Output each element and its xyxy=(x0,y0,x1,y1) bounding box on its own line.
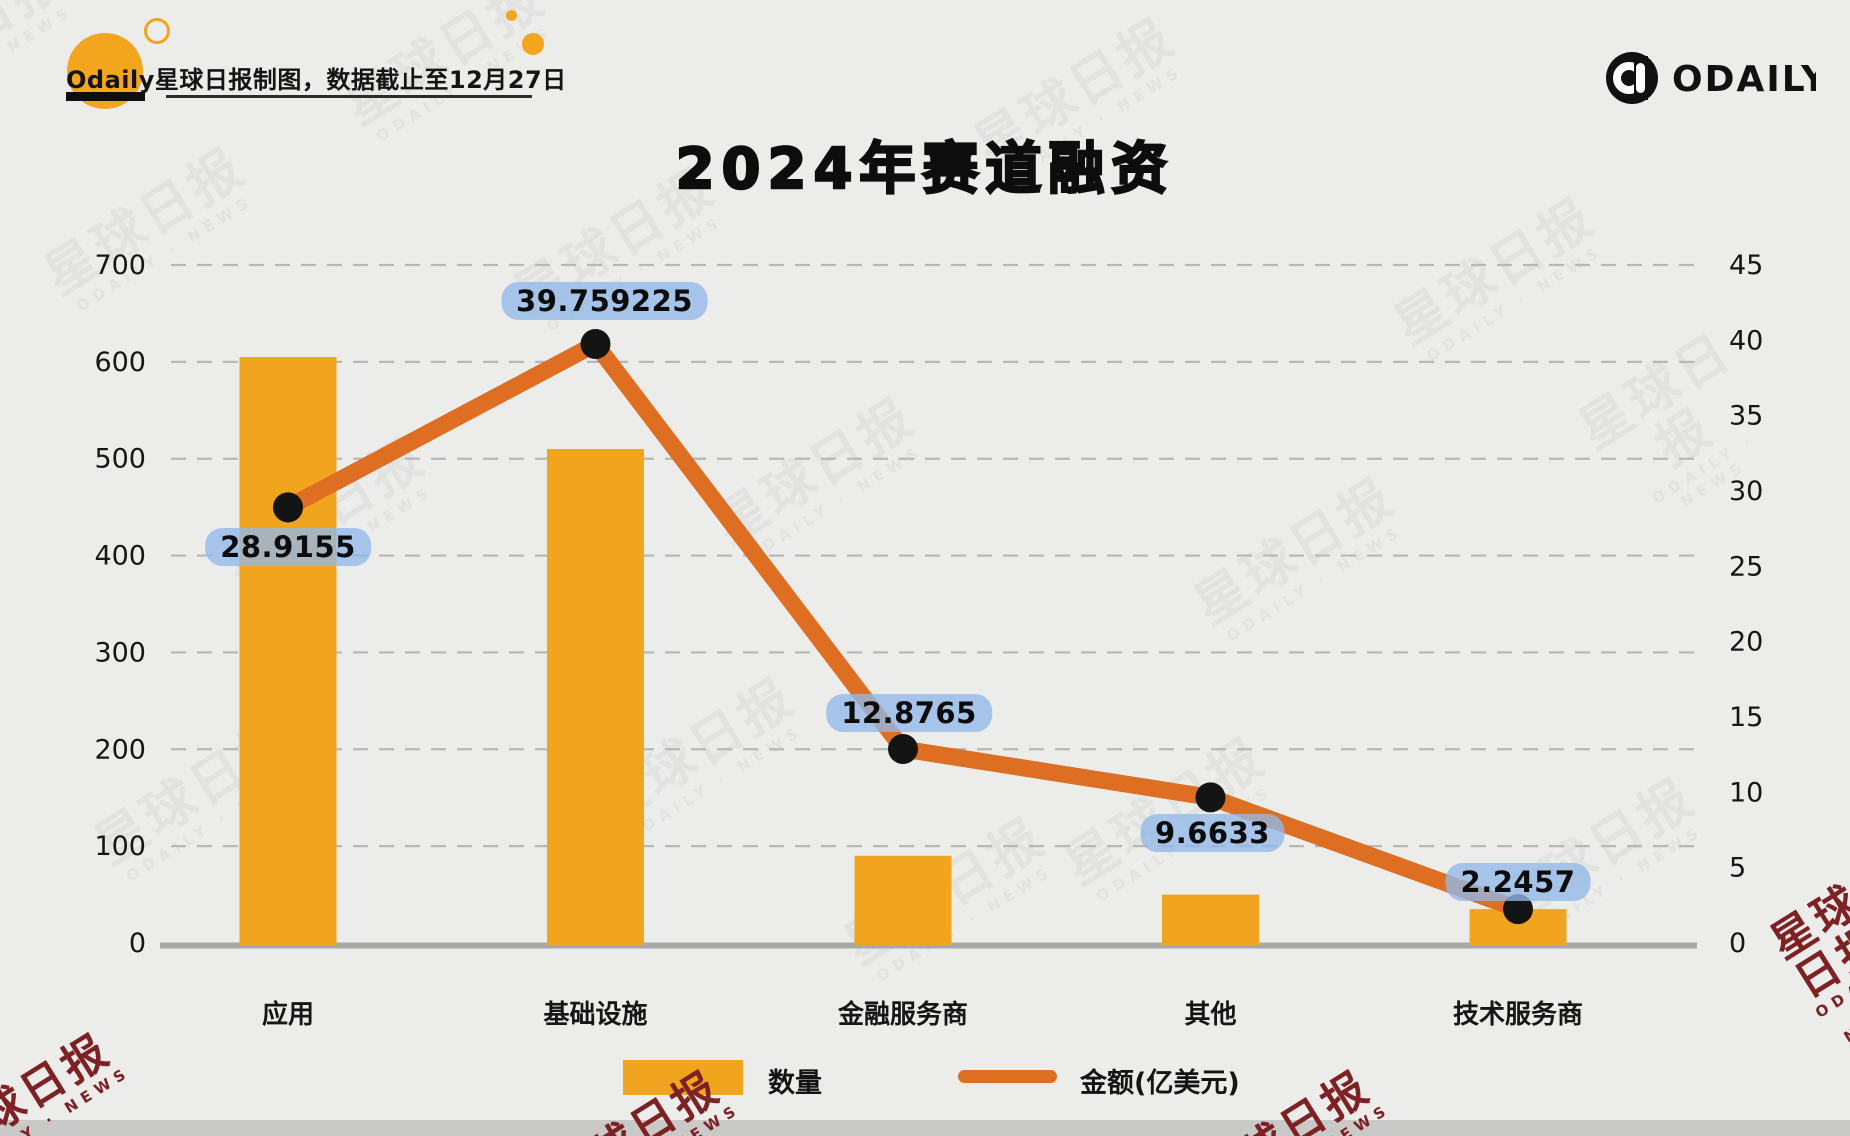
x-axis-label: 应用 xyxy=(262,999,314,1030)
right-axis-tick: 40 xyxy=(1729,325,1763,356)
left-axis-tick: 300 xyxy=(94,637,146,668)
attribution-text: Odaily星球日报制图，数据截止至12月27日 xyxy=(66,66,567,94)
left-axis-tick: 500 xyxy=(94,444,146,475)
legend-line-swatch xyxy=(958,1070,1057,1083)
data-label-1: 39.759225 xyxy=(501,281,708,320)
line-marker-3 xyxy=(1195,782,1226,813)
bar-其他 xyxy=(1162,894,1259,945)
legend-line-label: 金额(亿美元) xyxy=(1080,1068,1240,1099)
x-axis-label: 其他 xyxy=(1184,1000,1236,1030)
decorative-dot-icon xyxy=(522,33,544,55)
right-axis-tick: 0 xyxy=(1729,928,1746,959)
bar-金融服务商 xyxy=(854,855,952,945)
data-label-0: 28.9155 xyxy=(205,528,371,567)
line-marker-0 xyxy=(273,492,303,523)
right-axis-tick: 10 xyxy=(1729,777,1763,808)
line-marker-1 xyxy=(580,328,611,359)
bottom-strip xyxy=(0,1120,1850,1136)
left-axis-tick: 600 xyxy=(94,347,146,378)
x-axis-label: 技术服务商 xyxy=(1453,999,1583,1030)
x-axis-label: 基础设施 xyxy=(543,999,647,1030)
right-axis-tick: 30 xyxy=(1729,476,1763,507)
line-series xyxy=(279,335,1527,918)
right-axis-tick: 35 xyxy=(1729,401,1763,432)
bar-应用 xyxy=(239,357,337,945)
line-marker-4 xyxy=(1503,894,1533,925)
left-axis-tick: 0 xyxy=(129,928,146,959)
right-axis-tick: 20 xyxy=(1729,627,1763,658)
chart-title: 2024年赛道融资 xyxy=(674,136,1175,203)
bar-基础设施 xyxy=(547,449,644,945)
data-label-2: 12.8765 xyxy=(826,693,992,732)
left-axis-tick: 700 xyxy=(94,250,146,281)
left-axis-tick: 200 xyxy=(94,734,146,765)
left-axis-tick: 100 xyxy=(94,831,146,862)
attribution-underline-thin xyxy=(166,95,532,98)
legend-bar-swatch xyxy=(623,1060,743,1095)
left-axis-tick: 400 xyxy=(94,541,146,572)
data-label-4: 2.2457 xyxy=(1445,863,1591,902)
decorative-dot-small-icon xyxy=(506,10,517,21)
legend-bar-label: 数量 xyxy=(768,1068,822,1099)
attribution-underline-thick xyxy=(66,92,145,101)
odaily-logo: ODAILY xyxy=(1606,52,1816,104)
data-label-3: 9.6633 xyxy=(1140,814,1285,853)
line-marker-2 xyxy=(888,733,918,764)
right-axis-tick: 5 xyxy=(1729,853,1746,884)
x-axis-label: 金融服务商 xyxy=(837,999,968,1030)
odaily-logo-text: ODAILY xyxy=(1672,59,1816,100)
right-axis-tick: 45 xyxy=(1729,250,1763,281)
decorative-ring-icon xyxy=(144,18,170,44)
right-axis-tick: 15 xyxy=(1729,702,1763,733)
right-axis-tick: 25 xyxy=(1729,551,1763,582)
